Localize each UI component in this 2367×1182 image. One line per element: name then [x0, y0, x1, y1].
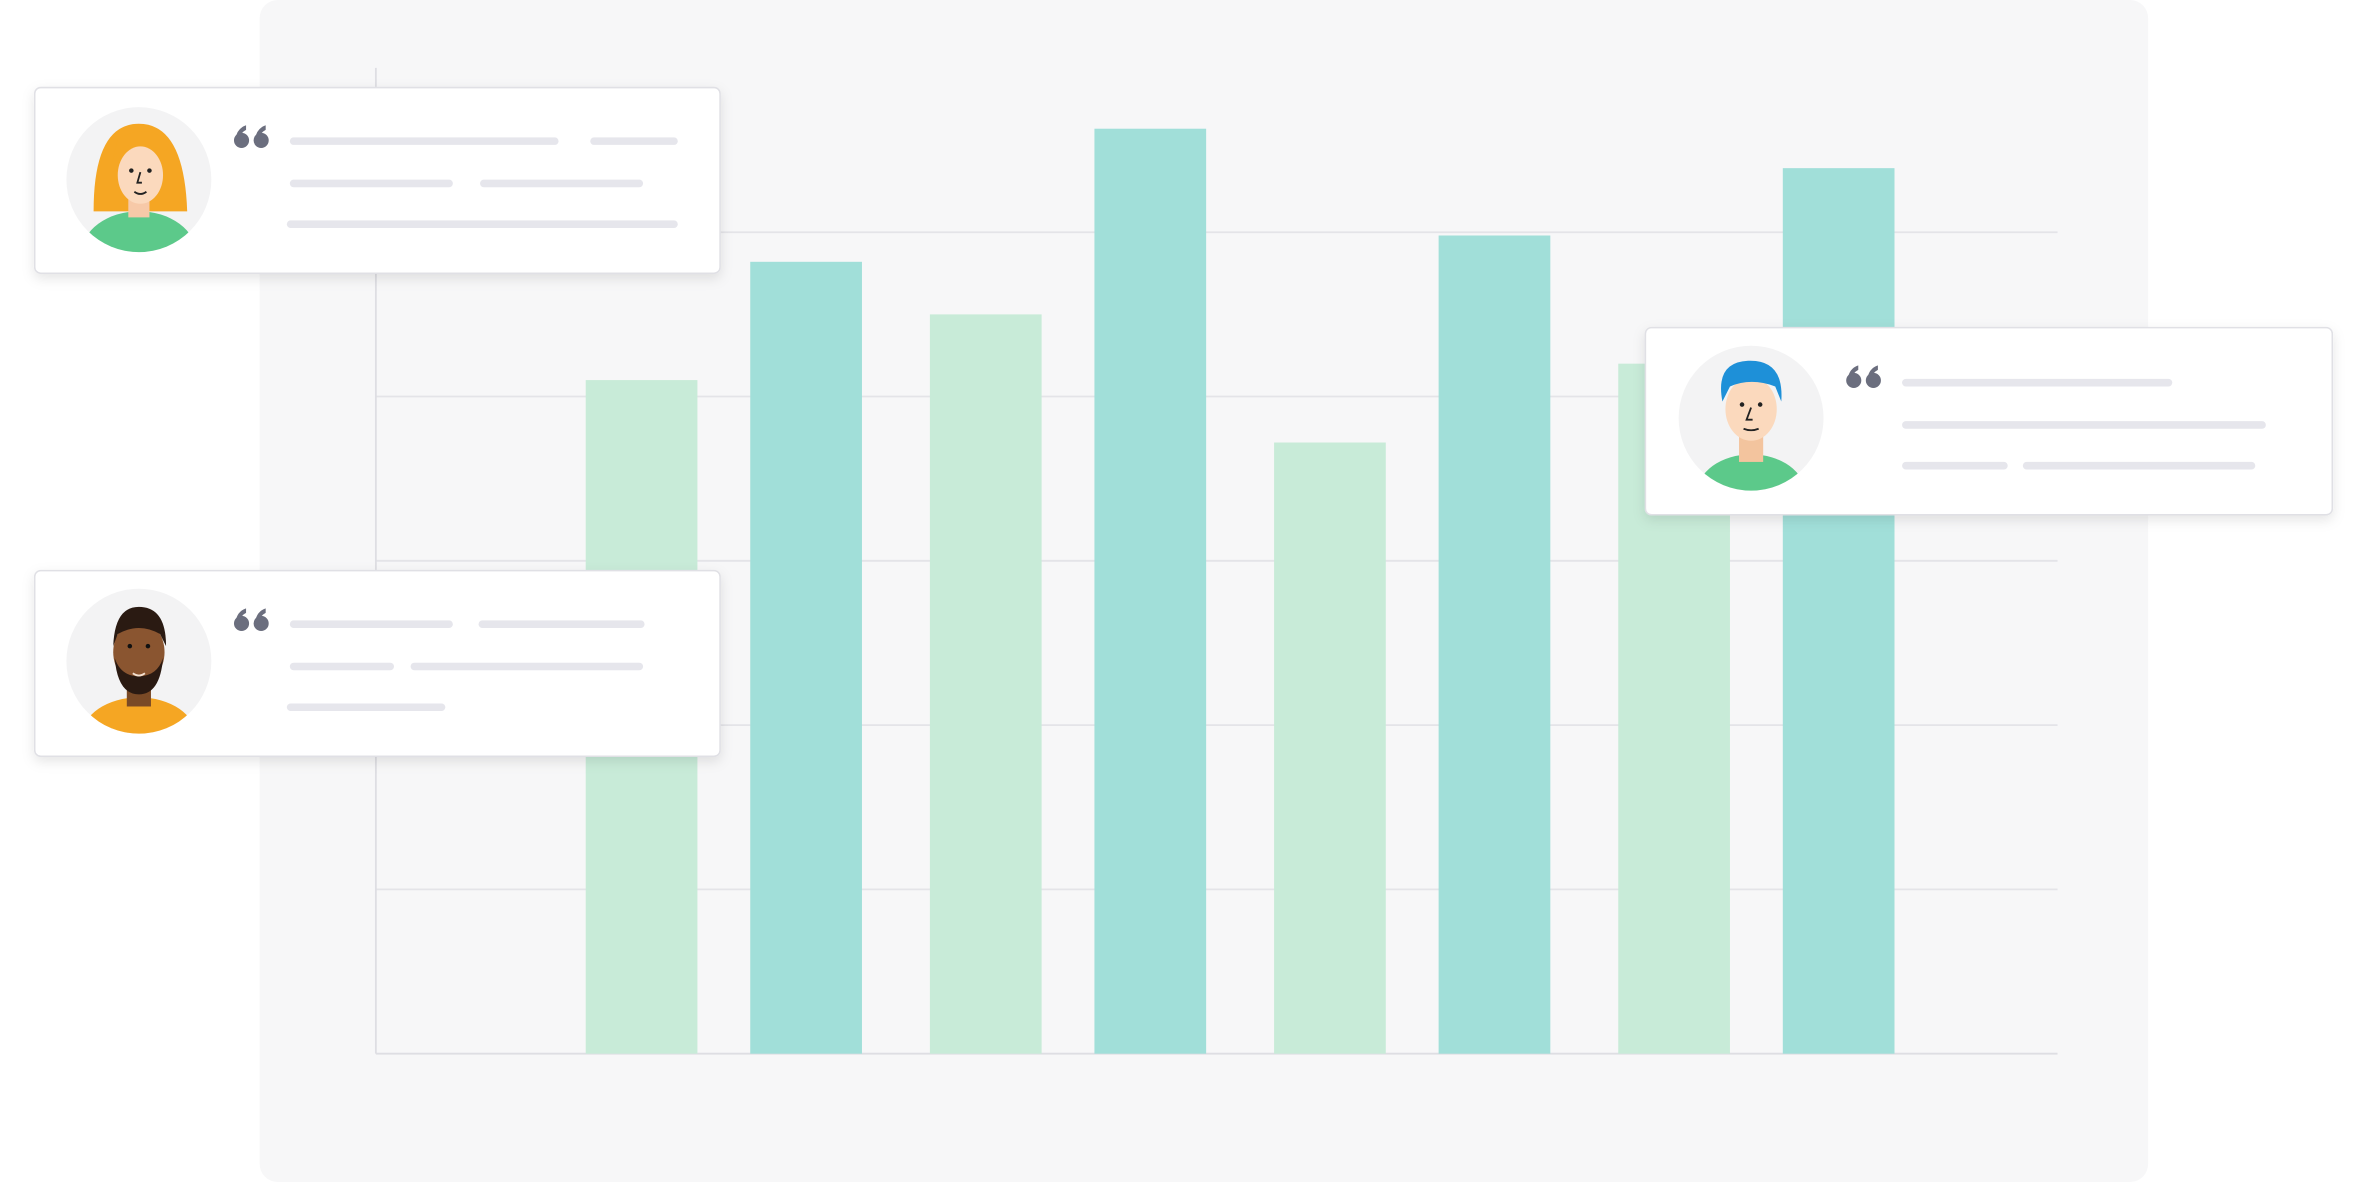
- text-placeholder: [1902, 461, 2008, 470]
- avatar: [66, 588, 212, 734]
- bar: [929, 314, 1042, 1054]
- text-placeholder: [289, 179, 453, 188]
- text-placeholder: [289, 620, 453, 628]
- bar: [1094, 128, 1207, 1054]
- text-placeholder: [1902, 378, 2173, 387]
- text-placeholder: [286, 220, 678, 228]
- bar: [1782, 168, 1895, 1054]
- text-placeholder: [480, 179, 644, 188]
- text-placeholder: [289, 137, 559, 145]
- bar: [750, 261, 862, 1054]
- bar: [1438, 235, 1551, 1054]
- testimonial-card: [33, 86, 721, 274]
- text-placeholder: [590, 137, 678, 145]
- testimonial-card: [33, 569, 721, 758]
- bar: [1274, 442, 1386, 1054]
- text-placeholder: [286, 703, 446, 712]
- text-placeholder: [1902, 421, 2266, 429]
- text-placeholder: [289, 662, 394, 671]
- text-placeholder: [478, 620, 645, 628]
- avatar: [1678, 345, 1824, 491]
- testimonial-card: [1644, 326, 2334, 516]
- avatar: [66, 107, 212, 253]
- text-placeholder: [410, 662, 644, 671]
- text-placeholder: [2022, 461, 2256, 470]
